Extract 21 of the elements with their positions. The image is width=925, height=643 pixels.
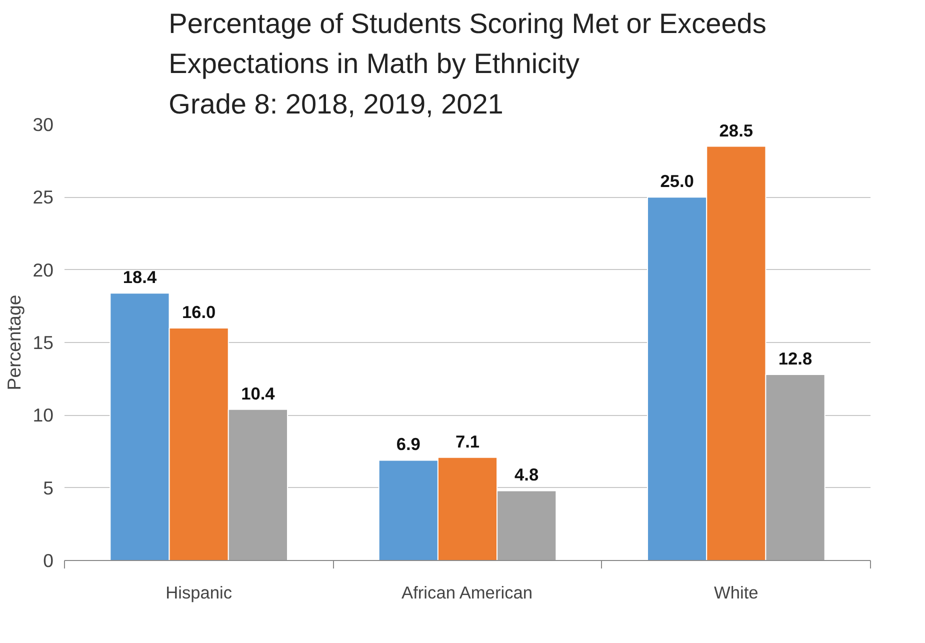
y-tick-label: 10 xyxy=(32,404,54,426)
y-tick-label: 30 xyxy=(32,114,54,135)
data-label: 7.1 xyxy=(455,431,480,452)
data-label: 25.0 xyxy=(660,171,694,192)
y-tick-label: 0 xyxy=(43,550,54,571)
y-tick-label: 20 xyxy=(32,259,54,280)
chart-title: Percentage of Students Scoring Met or Exceeds Expectations in Math by Ethnicity Grade 8: 2018, 2019, 2021 xyxy=(168,8,766,120)
x-tick-label: African American xyxy=(402,582,533,602)
data-label: 16.0 xyxy=(182,302,216,322)
x-tick-label: White xyxy=(714,582,758,602)
data-label: 6.9 xyxy=(396,434,420,454)
data-label: 4.8 xyxy=(514,464,540,485)
y-tick-label: 25 xyxy=(32,186,54,208)
x-tick-label: Hispanic xyxy=(166,582,232,602)
y-axis-title: Percentage xyxy=(4,294,25,390)
data-label: 28.5 xyxy=(719,120,754,140)
data-label: 10.4 xyxy=(241,383,276,404)
data-label: 18.4 xyxy=(122,267,157,288)
data-label: 12.8 xyxy=(778,348,812,368)
y-tick-label: 15 xyxy=(32,332,54,353)
y-tick-label: 5 xyxy=(43,477,54,498)
